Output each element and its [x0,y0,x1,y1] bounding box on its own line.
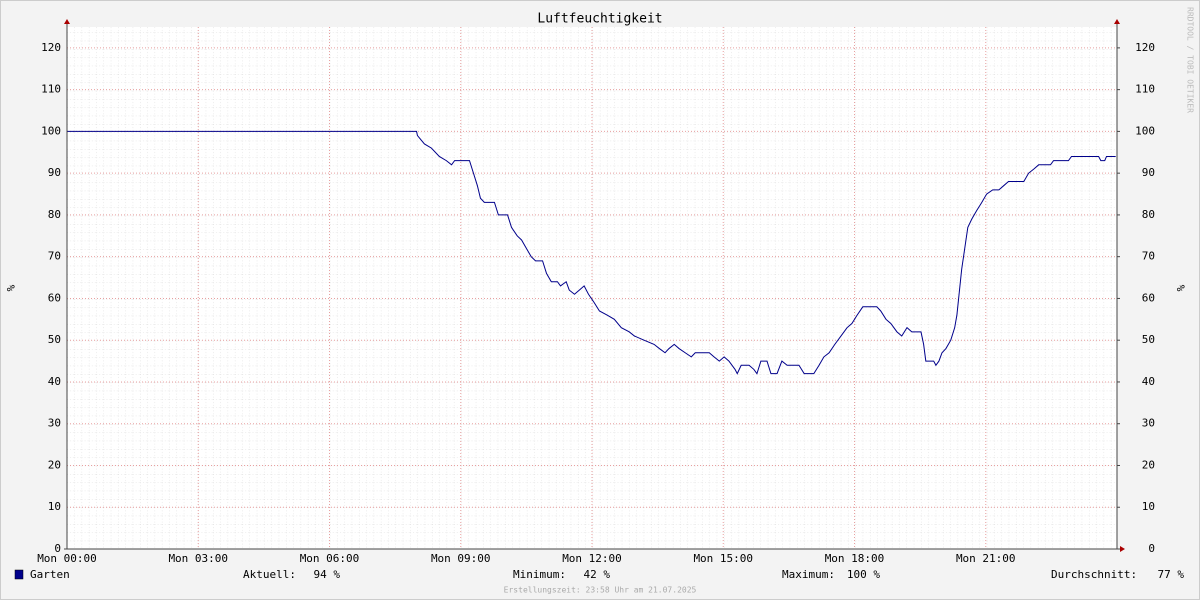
y2-tick-label: 100 [1135,124,1155,137]
y-tick-label: 20 [48,458,61,471]
y2-tick-label: 50 [1142,333,1155,346]
y-tick-label: 60 [48,291,61,304]
stat-value: 42 % [584,568,611,581]
x-tick-label: Mon 18:00 [825,552,885,565]
legend-swatch [14,569,24,580]
y2-tick-label: 120 [1135,41,1155,54]
stat-value: 77 % [1158,568,1185,581]
y2-tick-label: 90 [1142,166,1155,179]
x-tick-label: Mon 21:00 [956,552,1016,565]
y-tick-label: 120 [41,41,61,54]
axis-arrow [64,19,70,24]
y-tick-label: 0 [54,542,61,555]
x-tick-label: Mon 15:00 [693,552,753,565]
y2-axis-label: % [1174,285,1187,292]
plot-layer [66,27,1117,550]
y2-tick-label: 0 [1148,542,1155,555]
axis-arrow [1114,19,1120,24]
y-tick-label: 40 [48,375,61,388]
stat-value: 94 % [314,568,341,581]
stat-value: 100 % [847,568,880,581]
x-tick-label: Mon 00:00 [37,552,97,565]
y-tick-label: 90 [48,166,61,179]
y-tick-label: 70 [48,250,61,263]
stat-label: Aktuell: [243,568,296,581]
y2-tick-label: 80 [1142,208,1155,221]
y-tick-label: 100 [41,124,61,137]
y2-tick-label: 20 [1142,458,1155,471]
y-tick-label: 10 [48,500,61,513]
y-tick-label: 50 [48,333,61,346]
data-line [67,130,1116,375]
x-tick-label: Mon 03:00 [168,552,228,565]
footer: Erstellungszeit: 23:58 Uhr am 21.07.2025 [504,586,697,595]
y-tick-label: 30 [48,417,61,430]
stat-label: Minimum: [513,568,566,581]
y-tick-label: 110 [41,83,61,96]
y2-tick-label: 70 [1142,250,1155,263]
y-axis-label: % [4,285,17,292]
y2-tick-label: 30 [1142,417,1155,430]
y2-tick-label: 110 [1135,83,1155,96]
y2-tick-label: 60 [1142,291,1155,304]
y-tick-label: 80 [48,208,61,221]
x-tick-label: Mon 12:00 [562,552,622,565]
y2-tick-label: 10 [1142,500,1155,513]
legend-label: Garten [30,568,70,581]
x-tick-label: Mon 09:00 [431,552,491,565]
stat-label: Maximum: [782,568,835,581]
chart-title: Luftfeuchtigkeit [537,12,662,27]
y2-tick-label: 40 [1142,375,1155,388]
watermark: RRDTOOL / TOBI OETIKER [1186,7,1195,113]
axis-arrow [1120,546,1125,552]
x-tick-label: Mon 06:00 [300,552,360,565]
stat-label: Durchschnitt: [1051,568,1137,581]
